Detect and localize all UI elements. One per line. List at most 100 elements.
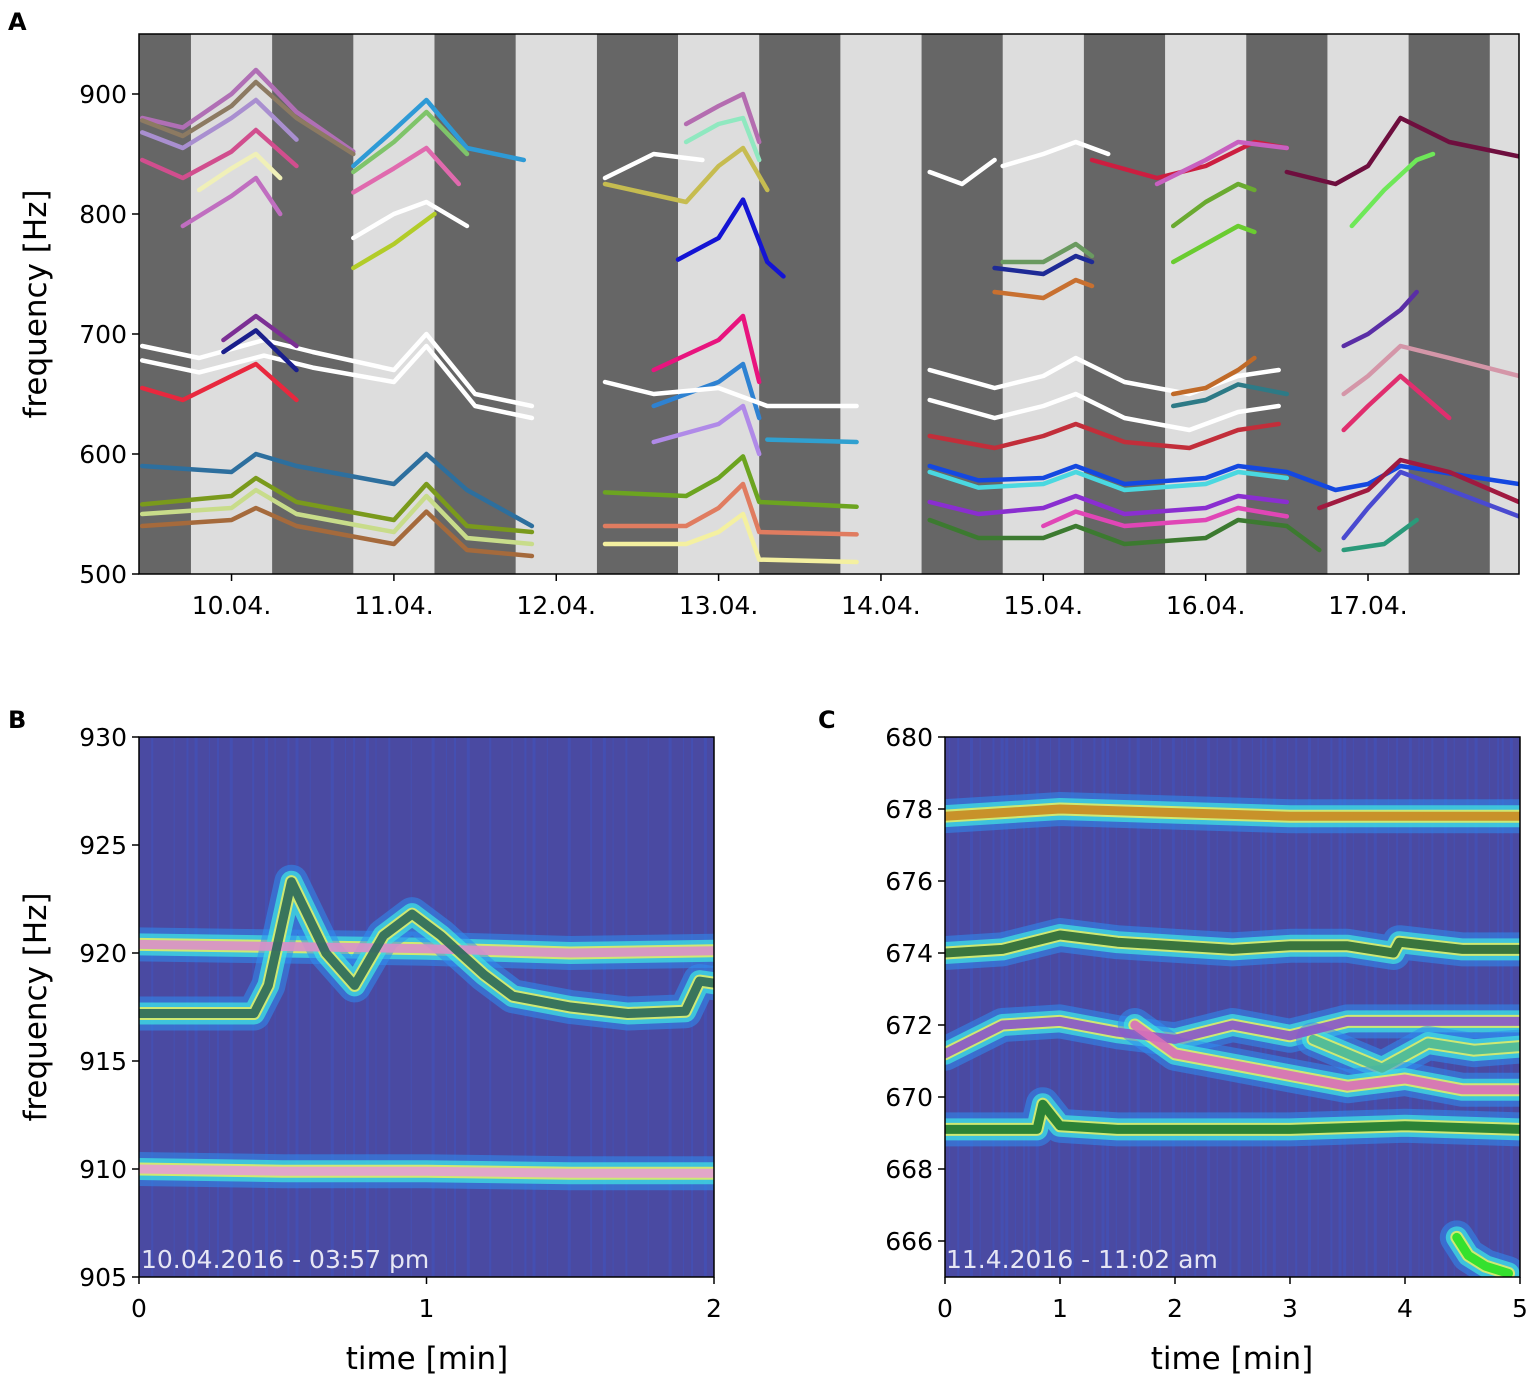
panel-b-annotation: 10.04.2016 - 03:57 pm — [141, 1245, 429, 1274]
track-line-t53 — [927, 463, 1519, 493]
panel-a-xtick-label: 10.04. — [192, 591, 272, 620]
track-line-t28 — [651, 403, 762, 457]
panel-c-ytick-label: 680 — [885, 723, 933, 752]
panel-a-plot-area — [139, 34, 1519, 574]
night-band — [1246, 34, 1328, 574]
track-line-t23 — [683, 115, 762, 163]
track-line-t18 — [139, 475, 535, 535]
panel-b-ytick-label: 910 — [79, 1155, 127, 1184]
panel-c-xtick-label: 1 — [1052, 1294, 1068, 1323]
panel-a-xtick-label: 11.04. — [354, 591, 434, 620]
panel-b-xtick-label: 2 — [706, 1294, 722, 1323]
track-line-t47 — [927, 421, 1281, 451]
panel-b-plot-area — [139, 737, 714, 1277]
track-line-t41 — [1170, 181, 1257, 229]
track-line-t26 — [651, 313, 762, 385]
track-line-t24 — [602, 145, 770, 205]
track-line-t55 — [927, 493, 1290, 517]
track-line-t17 — [139, 451, 535, 529]
track-line-t22 — [683, 91, 762, 145]
panel-c-xtick-label: 2 — [1167, 1294, 1183, 1323]
panel-label-c: C — [818, 706, 836, 734]
panel-label-b: B — [8, 706, 26, 734]
track-line-t21 — [602, 151, 705, 181]
track-line-t32 — [602, 379, 859, 409]
panel-b-xtick-label: 1 — [419, 1294, 435, 1323]
track-line-t33 — [765, 437, 859, 445]
track-line-t44 — [1349, 151, 1436, 229]
panel-b: B 10.04.2016 - 03:57 pm 9059109159209259… — [8, 706, 722, 1377]
track-line-t36 — [1000, 241, 1095, 265]
track-line-t5 — [196, 151, 283, 193]
track-line-t6 — [180, 175, 283, 229]
track-line-t48 — [1170, 355, 1257, 397]
track-line-t25 — [675, 197, 786, 279]
panel-a-ytick-label: 800 — [79, 200, 127, 229]
panel-a-ylabel: frequency [Hz] — [18, 189, 54, 418]
night-band — [759, 34, 841, 574]
panel-a-xtick-label: 12.04. — [516, 591, 596, 620]
track-line-t38 — [992, 277, 1095, 301]
panel-c-xlabel: time [min] — [1151, 1341, 1314, 1377]
track-line-t8 — [351, 109, 470, 175]
track-line-t15 — [221, 328, 299, 373]
panel-c-axes: 666 668 670 672 674 676 678 680 0 1 2 3 4 5 — [885, 723, 1528, 1323]
track-line-t14 — [221, 313, 299, 349]
panel-a-frame — [138, 33, 1520, 575]
tracked-trace — [945, 930, 1520, 958]
track-line-t2 — [139, 79, 356, 157]
night-band — [1083, 34, 1166, 574]
track-line-t20 — [139, 505, 535, 559]
track-line-t58 — [1317, 457, 1519, 511]
panel-a-xtick-label: 14.04. — [841, 591, 921, 620]
track-line-t50 — [1341, 289, 1419, 349]
panel-b-ytick-label: 925 — [79, 831, 127, 860]
tracked-trace — [945, 1016, 1520, 1059]
panel-c-ytick-label: 668 — [885, 1155, 933, 1184]
panel-c-annotation: 11.4.2016 - 11:02 am — [946, 1245, 1218, 1274]
track-line-t57 — [927, 517, 1322, 553]
track-line-t49 — [1170, 382, 1290, 409]
no-data-band — [856, 34, 922, 574]
panel-c: C 11.4.2016 - 11:02 am 666 668 670 672 674 67… — [818, 706, 1528, 1377]
panel-a: A 500 600 700 800 900 10.04. 11.04. 12.04. 13.04… — [8, 8, 1520, 620]
panel-label-a: A — [8, 8, 27, 36]
panel-b-axes: 905 910 915 920 925 930 0 1 2 — [79, 723, 722, 1323]
panel-b-xtick-label: 0 — [131, 1294, 147, 1323]
night-band — [1408, 34, 1490, 574]
panel-c-xtick-label: 3 — [1282, 1294, 1298, 1323]
panel-c-xtick-label: 5 — [1512, 1294, 1528, 1323]
track-line-t11 — [351, 211, 437, 271]
panel-c-ytick-label: 674 — [885, 939, 933, 968]
panel-b-ytick-label: 920 — [79, 939, 127, 968]
panel-a-ytick-label: 600 — [79, 440, 127, 469]
track-line-t35 — [1000, 139, 1111, 169]
panel-a-xtick-label: 16.04. — [1166, 591, 1246, 620]
panel-b-ytick-label: 930 — [79, 723, 127, 752]
track-line-t16 — [139, 361, 299, 403]
panel-c-frame — [944, 736, 1521, 1278]
panel-a-axes: 500 600 700 800 900 10.04. 11.04. 12.04. 13.04. 1… — [79, 80, 1407, 620]
tracked-trace — [945, 1099, 1520, 1134]
track-line-t51 — [1341, 343, 1519, 397]
panel-c-xtick-label: 4 — [1397, 1294, 1413, 1323]
panel-b-ytick-label: 915 — [79, 1047, 127, 1076]
panel-a-xtick-label: 13.04. — [679, 591, 759, 620]
track-line-t43 — [1284, 115, 1519, 187]
night-band — [139, 34, 191, 574]
track-line-t59 — [1341, 469, 1519, 541]
tracked-trace — [139, 877, 714, 1018]
panel-c-ytick-label: 676 — [885, 867, 933, 896]
track-line-t31 — [602, 511, 859, 565]
track-line-t60 — [1341, 517, 1419, 553]
track-line-t46 — [927, 391, 1281, 433]
track-line-t30 — [602, 481, 859, 537]
track-line-t3 — [139, 97, 299, 151]
track-line-t40 — [1154, 139, 1290, 187]
panel-b-xlabel: time [min] — [346, 1341, 509, 1377]
no-data-band — [531, 34, 597, 574]
track-line-t12 — [139, 331, 535, 409]
track-line-t45 — [927, 355, 1281, 397]
tracked-trace — [1130, 1020, 1520, 1095]
